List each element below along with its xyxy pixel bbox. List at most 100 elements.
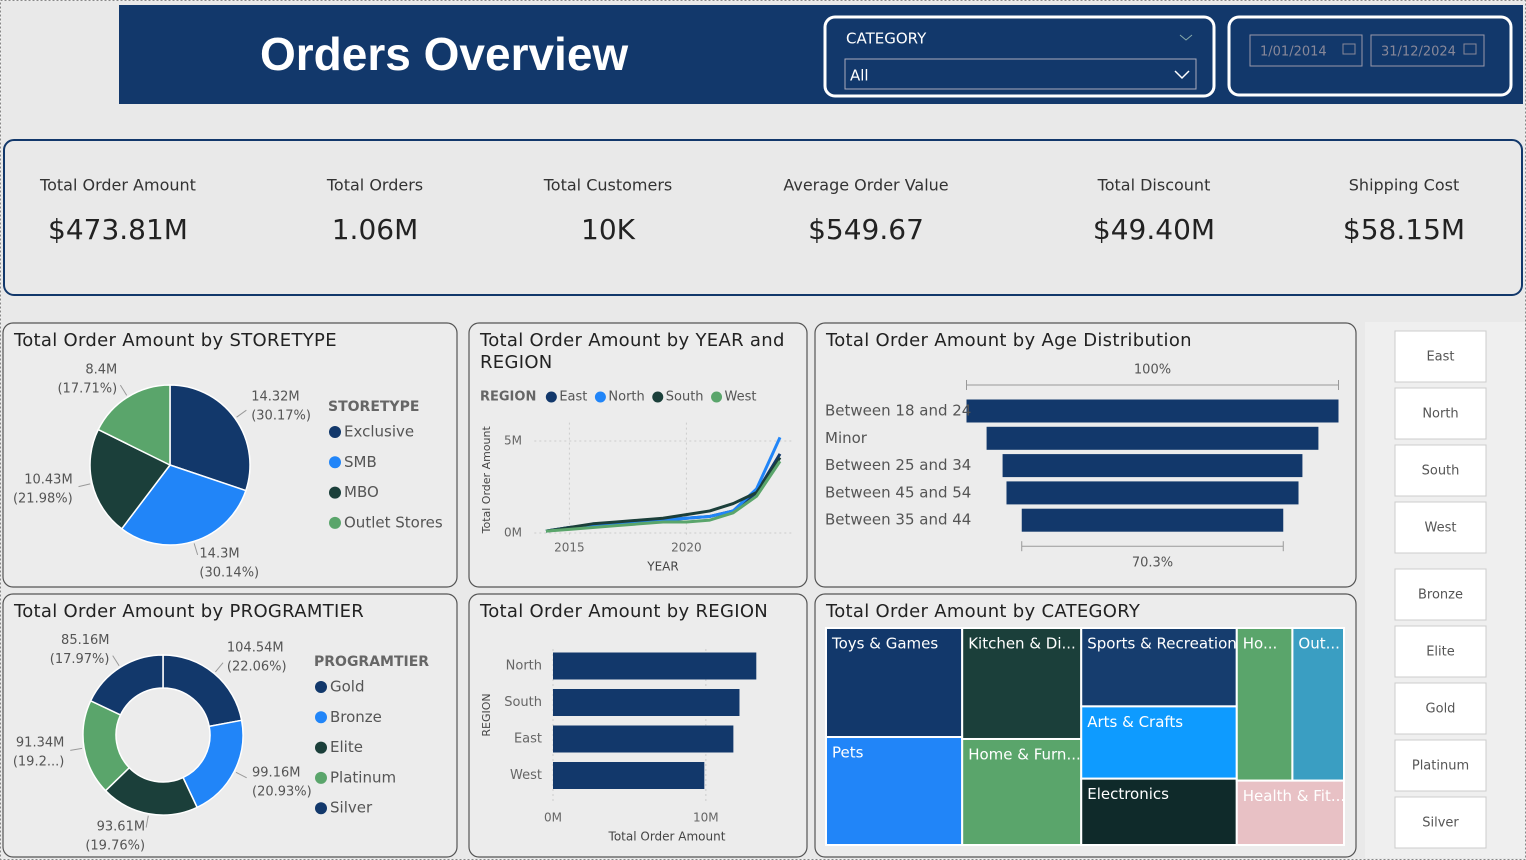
legend-label: East <box>559 390 587 405</box>
kpi-label: Total Orders <box>326 176 423 195</box>
category-label: Between 45 and 54 <box>825 483 971 501</box>
leader-line <box>236 409 247 418</box>
treemap-cell <box>961 627 1083 740</box>
legend-marker <box>315 681 327 693</box>
slicer-button[interactable] <box>1394 682 1487 735</box>
chart-title: Total Order Amount by REGION <box>479 601 768 622</box>
legend-marker <box>594 391 606 403</box>
y-axis-title: Total Order Amount <box>480 426 493 535</box>
x-tick-label: 2020 <box>671 541 702 555</box>
legend-marker <box>315 741 327 754</box>
bar <box>553 725 734 753</box>
slicer-button[interactable] <box>1394 625 1487 678</box>
x-tick-label: 0M <box>544 811 562 825</box>
funnel-bar <box>966 399 1339 423</box>
category-label: CATEGORY <box>846 30 927 48</box>
legend-label: Silver <box>330 799 373 817</box>
chart-title: Total Order Amount by STORETYPE <box>13 330 337 351</box>
data-label: 99.16M (20.93%) <box>252 765 312 799</box>
slicer-label: East <box>1426 350 1454 365</box>
treemap-cell <box>1235 627 1294 782</box>
kpi-label: Shipping Cost <box>1349 176 1459 195</box>
slicer-button[interactable] <box>1394 330 1487 383</box>
treemap-cell <box>1080 627 1238 708</box>
leader-line <box>78 483 91 488</box>
data-label: 70.3% <box>1132 556 1173 571</box>
y-tick-label: East <box>514 732 542 747</box>
legend-label: Gold <box>330 678 365 696</box>
y-tick-label: 5M <box>504 434 522 448</box>
data-label: 93.61M (19.76%) <box>85 819 145 853</box>
slicer-label: Silver <box>1422 816 1459 831</box>
leader-line <box>145 815 149 828</box>
slicer-label: Elite <box>1426 645 1455 660</box>
collapse-icon <box>1179 34 1193 41</box>
kpi-value: $549.67 <box>808 213 924 246</box>
legend-label: Exclusive <box>344 423 414 441</box>
slicer-button[interactable] <box>1394 739 1487 792</box>
cell-label: Pets <box>832 744 864 762</box>
slice <box>169 384 251 492</box>
calendar-icon <box>1342 43 1356 55</box>
cell-label: Toys & Games <box>831 635 938 653</box>
data-label: 10.43M (21.98%) <box>13 472 73 506</box>
y-axis-title: REGION <box>480 693 493 736</box>
funnel-bar <box>1002 454 1303 478</box>
kpi-label: Average Order Value <box>783 176 948 195</box>
category-label: Between 18 and 24 <box>825 402 971 420</box>
data-label: 8.4M (17.71%) <box>57 362 117 396</box>
y-tick-label: South <box>504 695 542 710</box>
category-label: Between 25 and 34 <box>825 456 971 474</box>
cell-label: Sports & Recreation <box>1087 635 1237 653</box>
kpi-value: 1.06M <box>332 213 419 246</box>
calendar-icon <box>1463 43 1477 55</box>
page-title: Orders Overview <box>260 28 628 80</box>
x-tick-label: 10M <box>693 811 719 825</box>
kpi-value: $58.15M <box>1343 213 1465 246</box>
x-axis-title: YEAR <box>646 560 678 574</box>
legend-marker <box>545 391 557 403</box>
bar <box>553 689 740 716</box>
kpi-label: Total Order Amount <box>39 176 196 195</box>
category-value: All <box>850 67 869 85</box>
bar <box>553 652 757 680</box>
slicer-button[interactable] <box>1394 796 1487 849</box>
treemap-cell <box>825 736 964 846</box>
x-axis-title: Total Order Amount <box>608 830 726 844</box>
legend-label: Platinum <box>330 768 396 786</box>
slicer-button[interactable] <box>1394 501 1487 554</box>
end-date: 31/12/2024 <box>1381 45 1456 60</box>
dropdown-arrow <box>1174 70 1190 80</box>
category-dropdown[interactable] <box>844 58 1197 90</box>
x-tick-label: 2015 <box>554 541 585 555</box>
legend-marker <box>329 426 341 438</box>
legend-label: MBO <box>344 483 379 501</box>
end-date-input[interactable] <box>1370 34 1485 67</box>
legend-marker <box>652 391 664 403</box>
legend-marker <box>329 516 341 529</box>
kpi-panel <box>3 139 1523 296</box>
leader-line <box>70 747 83 751</box>
slicer-label: Gold <box>1426 702 1456 717</box>
chart-title: Total Order Amount by CATEGORY <box>825 601 1141 622</box>
cell-label: Electronics <box>1087 785 1169 803</box>
legend-label: SMB <box>344 453 377 471</box>
leader-line <box>215 662 224 673</box>
slicer-button[interactable] <box>1394 568 1487 621</box>
slicer-label: Bronze <box>1418 588 1463 603</box>
legend-label: Outlet Stores <box>344 513 443 531</box>
legend-marker <box>315 771 327 784</box>
chart-title: Total Order Amount by Age Distribution <box>825 330 1192 351</box>
y-tick-label: 0M <box>504 526 522 540</box>
slice <box>89 654 164 716</box>
slicer-button[interactable] <box>1394 387 1487 440</box>
start-date: 1/01/2014 <box>1260 45 1327 60</box>
bar <box>553 762 705 789</box>
data-label: 14.32M (30.17%) <box>251 389 311 423</box>
slicer-button[interactable] <box>1394 444 1487 497</box>
legend-marker <box>711 391 723 403</box>
funnel-bar <box>1021 508 1284 532</box>
cell-label: Health & Fit... <box>1243 787 1345 805</box>
leader-line <box>119 384 128 396</box>
slicer-label: South <box>1422 464 1460 479</box>
